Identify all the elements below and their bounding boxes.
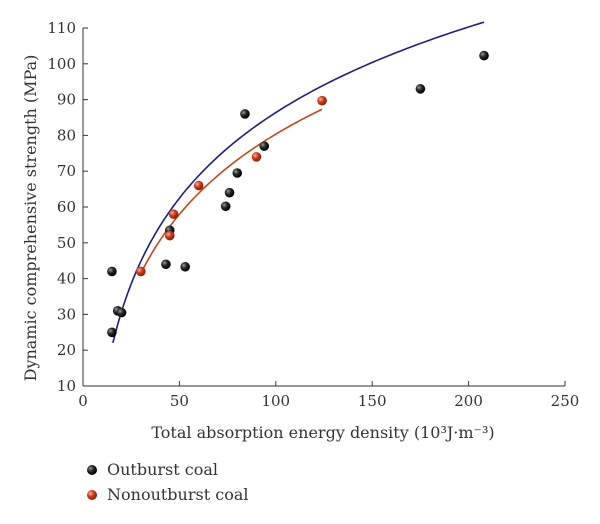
y-tick-label: 70 <box>57 162 76 180</box>
fit-curve-nonoutburst <box>140 108 323 274</box>
x-tick-label: 250 <box>551 392 580 410</box>
point-outburst <box>161 259 171 270</box>
y-axis-ticks: 10 20 30 40 50 60 70 80 90 100 110 <box>47 19 88 395</box>
axes <box>82 28 565 387</box>
point-outburst <box>415 84 426 94</box>
point-outburst <box>220 201 231 212</box>
point-outburst <box>240 109 250 119</box>
point-outburst <box>116 307 127 318</box>
legend: Outburst coal Nonoutburst coal <box>87 460 248 504</box>
x-axis-title: Total absorption energy density (10³J·m⁻… <box>151 423 494 442</box>
legend-marker-nonoutburst <box>87 490 97 500</box>
point-outburst <box>259 141 270 151</box>
x-axis-ticks: 0 50 100 150 200 250 <box>78 381 579 410</box>
point-nonoutburst <box>251 152 262 162</box>
x-tick-label: 150 <box>358 392 387 410</box>
legend-label-nonoutburst: Nonoutburst coal <box>107 485 248 504</box>
point-nonoutburst <box>193 180 204 191</box>
legend-marker-outburst <box>87 465 97 475</box>
point-outburst <box>479 50 489 61</box>
x-tick-label: 200 <box>454 392 483 410</box>
legend-item-outburst: Outburst coal <box>87 460 218 479</box>
y-tick-label: 10 <box>57 377 76 395</box>
point-nonoutburst <box>317 95 327 106</box>
y-tick-label: 50 <box>57 234 76 252</box>
point-outburst <box>107 327 117 338</box>
point-outburst <box>107 266 117 277</box>
y-axis-title: Dynamic comprehensive strength (MPa) <box>21 55 40 382</box>
y-tick-label: 40 <box>57 270 76 288</box>
y-tick-label: 60 <box>57 198 76 216</box>
y-tick-label: 90 <box>57 91 76 109</box>
y-tick-label: 30 <box>57 305 76 323</box>
y-tick-label: 20 <box>57 341 76 359</box>
x-tick-label: 50 <box>170 392 189 410</box>
point-nonoutburst <box>136 266 146 277</box>
point-outburst <box>224 187 235 198</box>
legend-item-nonoutburst: Nonoutburst coal <box>87 485 248 504</box>
point-nonoutburst <box>168 209 179 219</box>
legend-label-outburst: Outburst coal <box>107 460 218 479</box>
fit-curves <box>112 21 485 344</box>
x-tick-label: 0 <box>78 392 88 410</box>
y-tick-label: 80 <box>57 126 76 144</box>
y-tick-label: 100 <box>47 55 76 73</box>
data-points <box>107 50 489 338</box>
fit-curve-outburst <box>112 21 485 344</box>
x-tick-label: 100 <box>261 392 290 410</box>
point-outburst <box>180 261 190 272</box>
point-nonoutburst <box>164 230 175 241</box>
point-outburst <box>232 168 243 178</box>
y-tick-label: 110 <box>47 19 76 37</box>
